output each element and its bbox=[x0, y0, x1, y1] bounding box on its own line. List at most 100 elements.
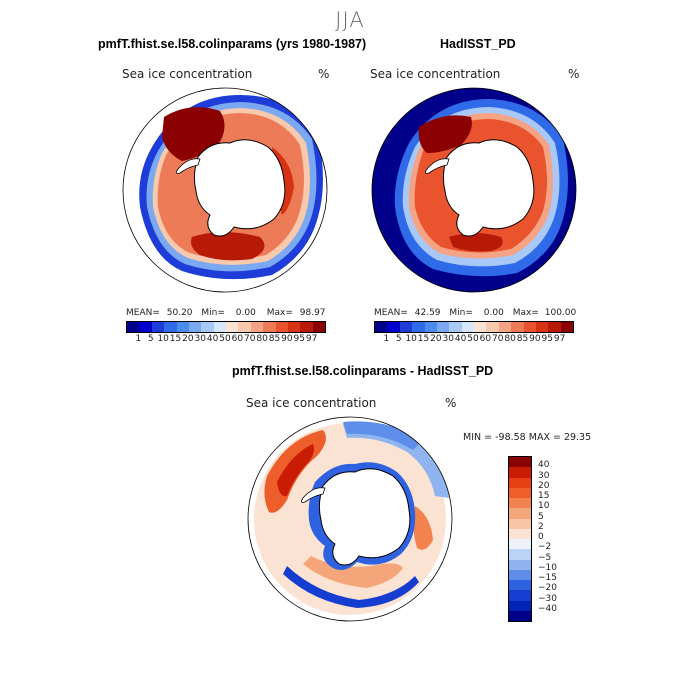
model-colorbar-tick-label: 5 bbox=[147, 334, 154, 344]
diff-positive-west-inner bbox=[277, 444, 314, 497]
obs-weddell-pack bbox=[418, 115, 472, 153]
obs-polar-map bbox=[371, 87, 577, 293]
diff-positive-east bbox=[413, 506, 433, 550]
model-colorbar-swatch bbox=[139, 322, 152, 332]
obs-antarctica-landmass bbox=[442, 139, 535, 237]
obs-colorbar-swatch bbox=[412, 322, 425, 332]
diff-min-max: MIN = -98.58 MAX = 29.35 bbox=[463, 432, 592, 443]
model-polar-map bbox=[122, 87, 328, 293]
model-stats: MEAN= 50.20 Min= 0.00 Max= 98.97 bbox=[126, 308, 330, 318]
model-colorbar-swatch bbox=[213, 322, 226, 332]
diff-colorbar-swatch bbox=[509, 580, 531, 591]
obs-antarctic-peninsula bbox=[425, 158, 450, 174]
model-colorbar-tick-label: 60 bbox=[231, 334, 244, 344]
model-units-label: % bbox=[318, 67, 330, 81]
diff-colorbar-labels: 40 30 20 15 10 5 2 0 −2 −5 −10 −15 −20 −30 −40 bbox=[538, 456, 578, 620]
obs-stats: MEAN= 42.59 Min= 0.00 Max= 100.00 bbox=[374, 308, 578, 318]
obs-colorbar bbox=[374, 321, 574, 333]
model-colorbar-swatch bbox=[188, 322, 202, 332]
obs-colorbar-tick-label: 20 bbox=[430, 334, 442, 344]
model-colorbar-swatch bbox=[176, 322, 189, 332]
diff-colorbar-swatch bbox=[509, 498, 531, 509]
obs-colorbar-tick-label: 40 bbox=[454, 334, 467, 344]
diff-colorbar-swatch bbox=[509, 590, 531, 601]
obs-colorbar-swatch bbox=[461, 322, 474, 332]
obs-colorbar-swatch bbox=[399, 322, 413, 332]
obs-colorbar-tick-label: 90 bbox=[529, 334, 541, 344]
diff-colorbar-swatch bbox=[509, 569, 531, 580]
obs-colorbar-swatch bbox=[486, 322, 499, 332]
obs-colorbar-tick-label: 1 bbox=[383, 334, 390, 344]
obs-min-label: Min= bbox=[449, 308, 473, 318]
diff-colorbar-swatch bbox=[509, 467, 531, 478]
obs-colorbar-swatch bbox=[511, 322, 524, 332]
model-colorbar-swatch bbox=[287, 322, 301, 332]
diff-antarctic-peninsula bbox=[301, 487, 326, 503]
diff-colorbar bbox=[508, 456, 532, 622]
obs-max-value: 100.00 bbox=[544, 308, 577, 318]
model-colorbar-swatch bbox=[250, 322, 264, 332]
obs-colorbar-swatch bbox=[535, 322, 549, 332]
obs-colorbar-tick-label: 85 bbox=[516, 334, 529, 344]
diff-colorbar-tick-label: 10 bbox=[538, 501, 550, 512]
model-colorbar-tick-label: 90 bbox=[281, 334, 293, 344]
model-max-value: 98.97 bbox=[299, 308, 326, 318]
model-colorbar-swatch bbox=[275, 322, 288, 332]
obs-ross-pack bbox=[449, 233, 503, 252]
diff-colorbar-tick-label: −15 bbox=[538, 573, 557, 583]
model-map-title: pmfT.fhist.se.l58.colinparams (yrs 1980-… bbox=[98, 37, 367, 51]
diff-colorbar-tick-label: 5 bbox=[538, 511, 544, 522]
obs-colorbar-tick-label: 50 bbox=[467, 334, 479, 344]
diff-colorbar-swatch bbox=[509, 539, 531, 550]
model-min-value: 0.00 bbox=[235, 308, 256, 318]
diff-negative-outer-north bbox=[343, 421, 423, 450]
obs-colorbar-swatch bbox=[548, 322, 561, 332]
model-colorbar-swatch bbox=[226, 322, 239, 332]
model-colorbar bbox=[126, 321, 326, 333]
season-title: JJA bbox=[335, 8, 365, 32]
obs-colorbar-tick-label: 15 bbox=[417, 334, 430, 344]
model-colorbar-tick-label: 85 bbox=[268, 334, 281, 344]
diff-colorbar-swatch bbox=[509, 487, 531, 498]
obs-colorbar-swatch bbox=[474, 322, 487, 332]
diff-colorbar-tick-label: 20 bbox=[538, 480, 550, 491]
obs-min-value: 0.00 bbox=[483, 308, 504, 318]
diff-colorbar-tick-label: −2 bbox=[538, 542, 552, 553]
diff-colorbar-swatch bbox=[509, 518, 531, 529]
obs-colorbar-tick-label: 80 bbox=[504, 334, 516, 344]
diff-colorbar-tick-label: −40 bbox=[538, 603, 557, 614]
diff-colorbar-tick-label: −10 bbox=[538, 562, 557, 573]
model-mean-value: 50.20 bbox=[166, 308, 193, 318]
model-ross-pack bbox=[191, 232, 265, 261]
diff-polar-map bbox=[247, 416, 453, 622]
model-colorbar-tick-label: 70 bbox=[244, 334, 256, 344]
obs-colorbar-tick-label: 95 bbox=[541, 334, 553, 344]
model-colorbar-tick-label: 1 bbox=[135, 334, 142, 344]
obs-colorbar-labels: 1 5 10 15 20 30 40 50 60 70 80 85 90 95 97 bbox=[374, 334, 574, 346]
model-colorbar-tick-label: 10 bbox=[157, 334, 169, 344]
diff-colorbar-tick-label: 40 bbox=[538, 460, 550, 471]
model-colorbar-swatch bbox=[300, 322, 313, 332]
model-colorbar-swatch bbox=[127, 322, 140, 332]
diff-colorbar-tick-label: 15 bbox=[538, 491, 550, 501]
diff-colorbar-swatch bbox=[509, 477, 531, 488]
diff-antarctica-landmass bbox=[318, 468, 411, 566]
diff-colorbar-swatch bbox=[509, 549, 531, 560]
diff-map-title: pmfT.fhist.se.l58.colinparams - HadISST_… bbox=[232, 364, 494, 378]
diff-colorbar-swatch bbox=[509, 508, 531, 519]
diff-colorbar-tick-label: 30 bbox=[538, 470, 550, 481]
model-colorbar-tick-label: 15 bbox=[169, 334, 182, 344]
model-colorbar-tick-label: 30 bbox=[194, 334, 206, 344]
obs-colorbar-tick-label: 10 bbox=[405, 334, 417, 344]
obs-colorbar-swatch bbox=[560, 322, 573, 332]
model-colorbar-swatch bbox=[201, 322, 214, 332]
obs-colorbar-tick-label: 97 bbox=[553, 334, 566, 344]
model-colorbar-tick-label: 95 bbox=[293, 334, 305, 344]
diff-colorbar-tick-label: −20 bbox=[538, 583, 557, 594]
model-colorbar-labels: 1 5 10 15 20 30 40 50 60 70 80 85 90 95 97 bbox=[126, 334, 326, 346]
diff-units-label: % bbox=[445, 396, 457, 410]
model-min-label: Min= bbox=[201, 308, 225, 318]
diff-colorbar-swatch bbox=[509, 600, 531, 611]
obs-colorbar-swatch bbox=[498, 322, 512, 332]
model-colorbar-tick-label: 40 bbox=[206, 334, 219, 344]
